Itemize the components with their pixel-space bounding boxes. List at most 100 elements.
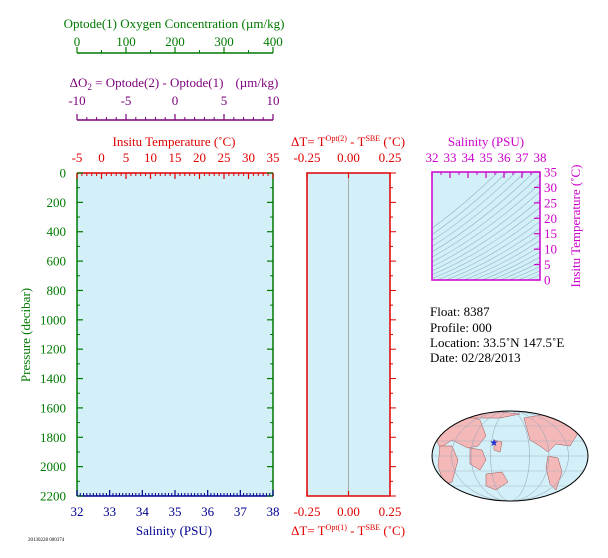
density-contour — [454, 234, 540, 280]
density-contour — [517, 270, 540, 280]
density-contour — [432, 172, 517, 241]
map-meridian — [490, 411, 530, 501]
main-panel-background — [77, 173, 273, 496]
pressure-axis-tick-label: 200 — [47, 195, 67, 210]
density-contour — [432, 199, 540, 272]
temperature-axis-tick-label: 0 — [98, 150, 105, 165]
ts-temperature-tick-label: 25 — [544, 195, 557, 210]
main-profile-panel: Insitu Temperature (˚C) -5 0 5 10 15 20 25 30 35… — [18, 134, 280, 538]
density-contour — [499, 261, 540, 280]
density-contour — [472, 246, 540, 280]
pressure-axis-tick-label: 400 — [47, 224, 67, 239]
delta-o2-axis-tick-label: 10 — [267, 93, 280, 108]
density-contour — [463, 240, 540, 280]
map-meridian — [470, 411, 550, 501]
density-contour — [432, 172, 535, 253]
density-contour — [432, 172, 499, 229]
temperature-axis-tick-label: 15 — [169, 150, 182, 165]
pressure-axis-tick-label: 1000 — [40, 312, 66, 327]
temperature-axis-tick-label: 10 — [144, 150, 157, 165]
salinity-axis-tick-label: 34 — [136, 504, 150, 519]
salinity-axis-label: Salinity (PSU) — [136, 523, 212, 538]
ts-salinity-axis-tick-label: 36 — [498, 150, 512, 165]
ts-salinity-axis-tick-label: 37 — [516, 150, 530, 165]
pressure-axis-tick-label: 1200 — [40, 342, 66, 357]
oxygen-axis-tick-label: 200 — [165, 34, 185, 49]
ts-temperature-tick-label: 30 — [544, 180, 557, 195]
density-contour — [432, 183, 540, 263]
temperature-axis-tick-label: 5 — [123, 150, 130, 165]
ts-salinity-axis-tick-label: 35 — [480, 150, 493, 165]
ts-diagram-panel: Salinity (PSU) 32 33 34 35 36 37 38 0510152025… — [426, 134, 584, 288]
oxygen-axis-tick-label: 100 — [116, 34, 136, 49]
date: Date: 02/28/2013 — [430, 350, 521, 365]
footer-tag: 20130228 000374 — [28, 538, 65, 543]
salinity-axis-tick-label: 33 — [103, 504, 116, 519]
float-info: Float: 8387 Profile: 000 Location: 33.5˚… — [430, 304, 564, 365]
salinity-axis-tick-label: 37 — [234, 504, 248, 519]
delta-o2-axis-tick-label: -10 — [68, 93, 85, 108]
density-contours — [432, 172, 540, 280]
pressure-axis-tick-label: 0 — [60, 166, 67, 181]
density-contour — [445, 227, 540, 280]
salinity-axis-tick-label: 38 — [267, 504, 280, 519]
ts-temperature-tick-label: 10 — [544, 242, 557, 257]
ts-salinity-axis-tick-label: 32 — [426, 150, 439, 165]
ts-salinity-axis-tick-label: 34 — [462, 150, 476, 165]
temperature-axis-tick-label: 30 — [242, 150, 255, 165]
map-meridian — [451, 411, 569, 501]
pressure-axis-tick-label: 1400 — [40, 371, 66, 386]
delta-o2-axis-tick-label: -5 — [121, 93, 132, 108]
pressure-axis-tick-label: 2000 — [40, 459, 66, 474]
location: Location: 33.5˚N 147.5˚E — [430, 335, 564, 350]
ts-temperature-label: Insitu Temperature (˚C) — [568, 164, 583, 287]
delta-t-bottom-title: ΔT= TOpt(1) - TSBE (˚C) — [291, 523, 405, 538]
ts-temperature-tick-label: 35 — [544, 165, 557, 180]
ts-temperature-tick-label: 5 — [544, 257, 551, 272]
delta-t-panel: ΔT= TOpt(2) - TSBE (˚C) ΔT= TOpt(1) - TS… — [291, 134, 405, 538]
density-contour — [490, 256, 540, 280]
pressure-axis-tick-label: 2200 — [40, 489, 66, 504]
temperature-axis-tick-label: -5 — [72, 150, 83, 165]
oxygen-axis: Optode(1) Oxygen Concentration (µm/kg) 0… — [64, 16, 285, 54]
pressure-axis-tick-label: 600 — [47, 254, 67, 269]
ts-temperature-tick-label: 15 — [544, 226, 557, 241]
ts-temperature-tick-label: 20 — [544, 211, 557, 226]
delta-o2-axis-tick-label: 0 — [172, 93, 179, 108]
delta-t-top-tick-label: -0.25 — [293, 150, 320, 165]
density-contour — [508, 266, 540, 280]
salinity-axis-tick-label: 35 — [169, 504, 182, 519]
delta-t-bottom-tick-label: -0.25 — [293, 504, 320, 519]
pressure-axis-tick-label: 1800 — [40, 430, 66, 445]
temperature-axis-tick-label: 35 — [267, 150, 280, 165]
ts-panel-background — [432, 172, 540, 280]
ts-salinity-axis-tick-label: 38 — [534, 150, 547, 165]
density-contour — [432, 172, 508, 235]
ts-salinity-title: Salinity (PSU) — [448, 134, 524, 149]
float-location-marker: ★ — [490, 438, 499, 449]
pressure-axis-label: Pressure (decibar) — [18, 288, 33, 382]
oxygen-axis-tick-label: 0 — [74, 34, 81, 49]
delta-t-bottom-tick-label: 0.25 — [379, 504, 402, 519]
delta-t-top-title: ΔT= TOpt(2) - TSBE (˚C) — [291, 134, 405, 149]
delta-t-top-tick-label: 0.00 — [337, 150, 360, 165]
pressure-axis-tick-label: 1600 — [40, 400, 66, 415]
density-contour — [432, 191, 540, 267]
density-contour — [436, 221, 540, 280]
delta-t-bottom-tick-label: 0.00 — [337, 504, 360, 519]
delta-o2-axis-tick-label: 5 — [221, 93, 228, 108]
salinity-axis-tick-label: 32 — [71, 504, 84, 519]
pressure-axis-tick-label: 800 — [47, 283, 67, 298]
oxygen-axis-tick-label: 300 — [214, 34, 234, 49]
temperature-axis-tick-label: 25 — [218, 150, 231, 165]
oxygen-axis-title: Optode(1) Oxygen Concentration (µm/kg) — [64, 16, 285, 31]
oxygen-axis-tick-label: 400 — [263, 34, 283, 49]
delta-t-top-tick-label: 0.25 — [379, 150, 402, 165]
delta-o2-axis: ΔO2 = Optode(2) - Optode(1) (µm/kg) -10 -5… — [68, 75, 280, 121]
profile-number: Profile: 000 — [430, 320, 492, 335]
density-contour — [432, 174, 540, 258]
ts-salinity-axis-tick-label: 33 — [444, 150, 457, 165]
density-contour — [481, 251, 540, 280]
salinity-axis-tick-label: 36 — [201, 504, 215, 519]
